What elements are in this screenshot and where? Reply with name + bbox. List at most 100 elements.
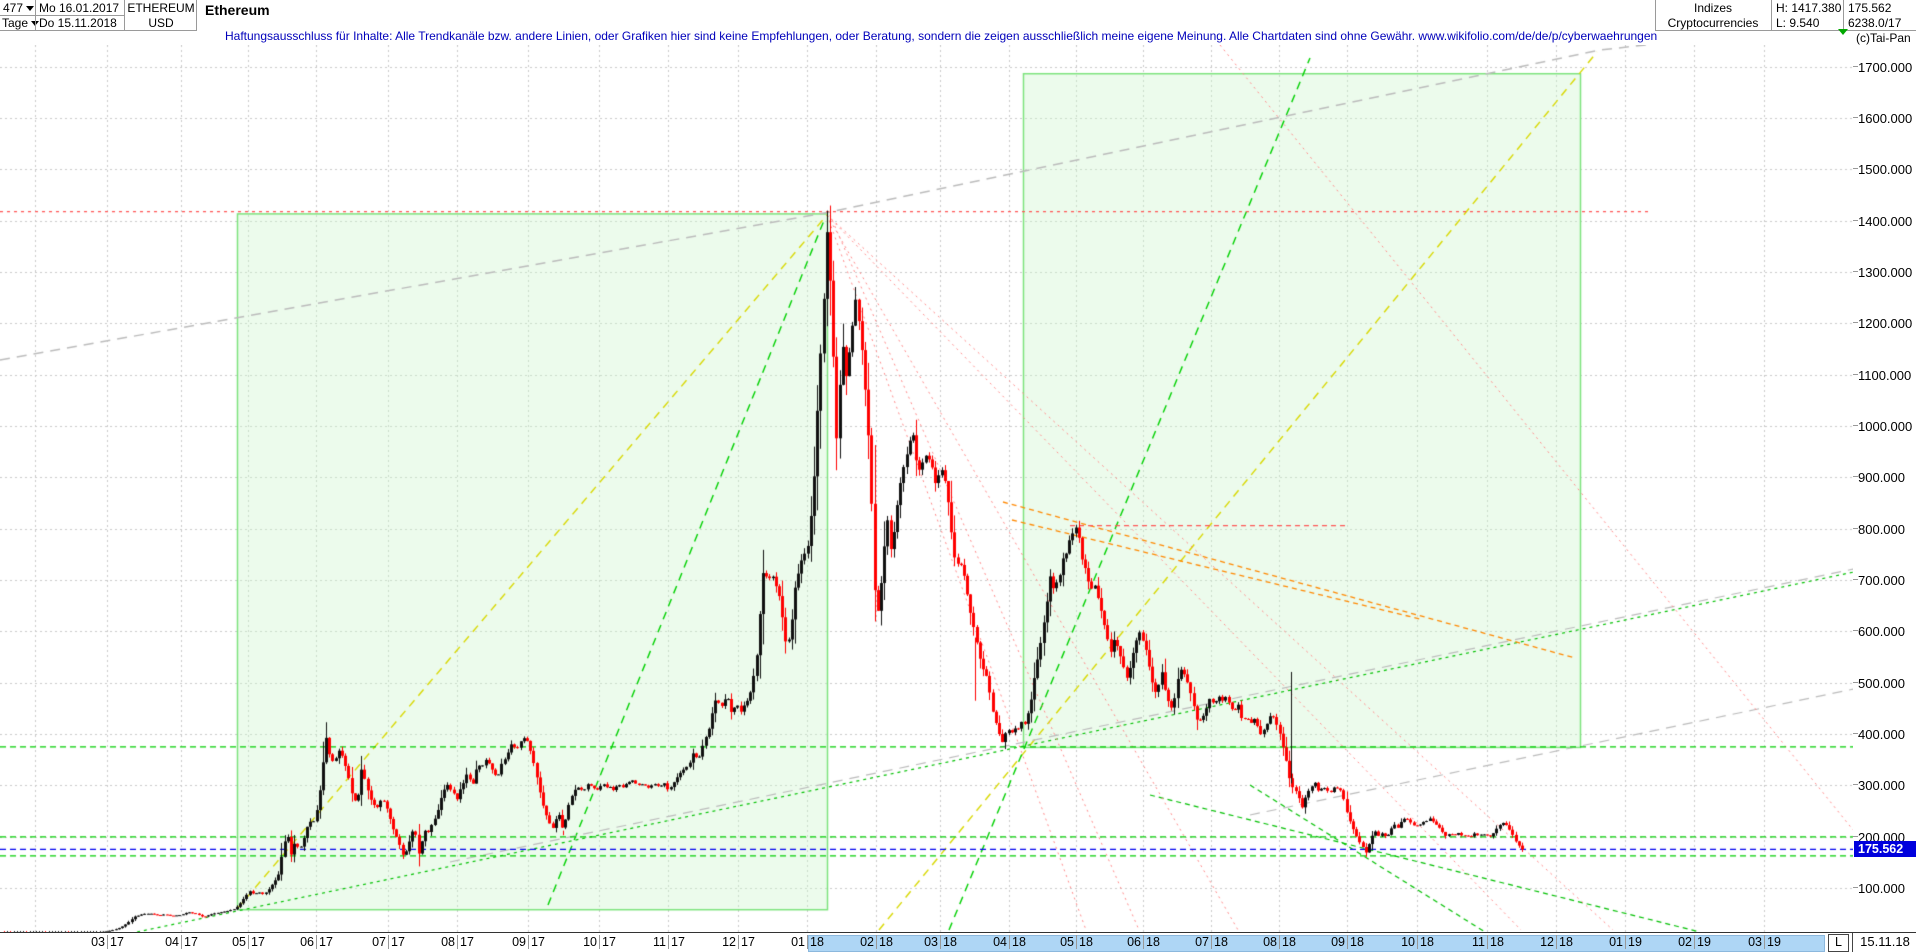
x-axis-month-label: 08 bbox=[441, 935, 455, 949]
x-axis-month-label: 07 bbox=[372, 935, 386, 949]
x-axis-tick bbox=[528, 935, 529, 949]
y-axis-tick-label: 100.000 bbox=[1853, 881, 1905, 896]
x-axis-month-label: 03 bbox=[924, 935, 938, 949]
x-axis-month-label: 06 bbox=[1127, 935, 1141, 949]
x-axis-year-label: 18 bbox=[879, 935, 893, 949]
x-axis-tick bbox=[1143, 935, 1144, 949]
x-axis-tick bbox=[1076, 935, 1077, 949]
y-axis-labels: 100.000 200.000 300.000 400.000 500.000 600.0… bbox=[1853, 45, 1916, 932]
x-axis-year-label: 17 bbox=[671, 935, 685, 949]
last-bar-marker: L bbox=[1828, 934, 1849, 952]
x-axis-year-label: 18 bbox=[1559, 935, 1573, 949]
y-axis-tick-label: 1100.000 bbox=[1853, 368, 1911, 383]
date-to: Do 15.11.2018 bbox=[39, 16, 117, 30]
x-axis-month-label: 06 bbox=[300, 935, 314, 949]
index-group-line2: Cryptocurrencies bbox=[1667, 16, 1759, 30]
y-axis-tick-label: 300.000 bbox=[1853, 778, 1905, 793]
y-axis-tick-label: 900.000 bbox=[1853, 470, 1905, 485]
x-axis-month-label: 02 bbox=[860, 935, 874, 949]
x-axis-tick bbox=[248, 935, 249, 949]
y-axis-tick-label: 500.000 bbox=[1853, 676, 1905, 691]
y-axis-tick-label: 1600.000 bbox=[1853, 111, 1912, 126]
x-axis-tick bbox=[1487, 935, 1488, 949]
y-axis-tick-label: 800.000 bbox=[1853, 522, 1905, 537]
bars-count-dropdown[interactable]: 477 bbox=[3, 1, 35, 15]
x-axis-year-label: 17 bbox=[391, 935, 405, 949]
y-axis-tick-label: 1200.000 bbox=[1853, 316, 1912, 331]
x-axis-year-label: 17 bbox=[602, 935, 616, 949]
chevron-down-icon bbox=[26, 6, 35, 12]
period-low: L: 9.540 bbox=[1776, 16, 1820, 30]
y-axis-tick-label: 600.000 bbox=[1853, 624, 1905, 639]
x-axis-year-label: 19 bbox=[1628, 935, 1642, 949]
copyright-label: (c)Tai-Pan bbox=[1856, 31, 1911, 45]
symbol-name: ETHEREUM bbox=[127, 1, 195, 15]
x-axis-month-label: 12 bbox=[722, 935, 736, 949]
x-axis-month-label: 03 bbox=[91, 935, 105, 949]
x-axis-month-label: 04 bbox=[165, 935, 179, 949]
x-axis-tick bbox=[1764, 935, 1765, 949]
x-axis-tick bbox=[668, 935, 669, 949]
index-group-line1: Indizes bbox=[1693, 1, 1733, 15]
current-date-label: 15.11.18 bbox=[1852, 933, 1916, 952]
axis-marker-icon bbox=[1838, 29, 1848, 35]
x-axis-month-label: 10 bbox=[583, 935, 597, 949]
x-axis-tick bbox=[181, 935, 182, 949]
x-axis-month-label: 09 bbox=[1331, 935, 1345, 949]
header-right: Indizes Cryptocurrencies H: 1417.380 L: … bbox=[1655, 0, 1916, 31]
x-axis-month-label: 05 bbox=[1060, 935, 1074, 949]
y-axis-tick-label: 1400.000 bbox=[1853, 214, 1912, 229]
x-axis-tick bbox=[457, 935, 458, 949]
x-axis-tick bbox=[807, 935, 808, 949]
x-axis-tick bbox=[107, 935, 108, 949]
x-axis-tick bbox=[1211, 935, 1212, 949]
y-axis-tick-label: 1500.000 bbox=[1853, 162, 1912, 177]
page-title: Ethereum bbox=[205, 2, 270, 18]
x-axis-tick bbox=[1625, 935, 1626, 949]
date-from: Mo 16.01.2017 bbox=[39, 1, 120, 15]
x-axis-tick bbox=[316, 935, 317, 949]
x-axis-year-label: 19 bbox=[1697, 935, 1711, 949]
price-chart-canvas[interactable] bbox=[0, 45, 1853, 932]
disclaimer-text: Haftungsausschluss für Inhalte: Alle Tre… bbox=[225, 29, 1658, 43]
x-axis-tick bbox=[388, 935, 389, 949]
x-axis-year-label: 18 bbox=[943, 935, 957, 949]
x-axis-tick bbox=[1347, 935, 1348, 949]
x-axis-year-label: 18 bbox=[1214, 935, 1228, 949]
x-axis-tick bbox=[940, 935, 941, 949]
x-axis-month-label: 11 bbox=[653, 935, 666, 949]
x-axis-tick bbox=[738, 935, 739, 949]
y-axis-tick-label: 400.000 bbox=[1853, 727, 1905, 742]
x-axis-month-label: 01 bbox=[1609, 935, 1623, 949]
x-axis-year-label: 18 bbox=[1079, 935, 1093, 949]
x-axis-month-label: 08 bbox=[1263, 935, 1277, 949]
symbol-currency: USD bbox=[148, 16, 174, 30]
x-axis-year-label: 17 bbox=[251, 935, 265, 949]
timeframe-dropdown[interactable]: Tage bbox=[2, 16, 40, 30]
x-axis-tick bbox=[599, 935, 600, 949]
period-high: H: 1417.380 bbox=[1776, 1, 1842, 15]
x-axis-year-label: 17 bbox=[110, 935, 124, 949]
x-axis-year-label: 17 bbox=[319, 935, 333, 949]
y-axis-tick-label: 1300.000 bbox=[1853, 265, 1912, 280]
x-axis-tick bbox=[1694, 935, 1695, 949]
x-axis-month-label: 04 bbox=[993, 935, 1007, 949]
y-axis-tick-label: 1700.000 bbox=[1853, 60, 1912, 75]
x-axis-year-label: 18 bbox=[1146, 935, 1160, 949]
x-axis-month-label: 10 bbox=[1401, 935, 1415, 949]
x-axis-year-label: 17 bbox=[531, 935, 545, 949]
x-axis-tick bbox=[1009, 935, 1010, 949]
x-axis-year-label: 17 bbox=[184, 935, 198, 949]
x-axis-month-label: 05 bbox=[232, 935, 246, 949]
x-axis-tick bbox=[1417, 935, 1418, 949]
x-axis-month-label: 09 bbox=[512, 935, 526, 949]
y-axis-tick-label: 1000.000 bbox=[1853, 419, 1912, 434]
x-axis-year-label: 18 bbox=[1420, 935, 1434, 949]
x-axis-tick bbox=[1556, 935, 1557, 949]
x-axis-year-label: 17 bbox=[741, 935, 755, 949]
secondary-value: 6238.0/17 bbox=[1848, 16, 1902, 30]
x-axis-month-label: 01 bbox=[791, 935, 805, 949]
last-price: 175.562 bbox=[1848, 1, 1892, 15]
x-axis: 03 17 04 17 05 17 06 17 07 17 08 17 09 17 10 17 11 17 12 17… bbox=[0, 932, 1916, 952]
